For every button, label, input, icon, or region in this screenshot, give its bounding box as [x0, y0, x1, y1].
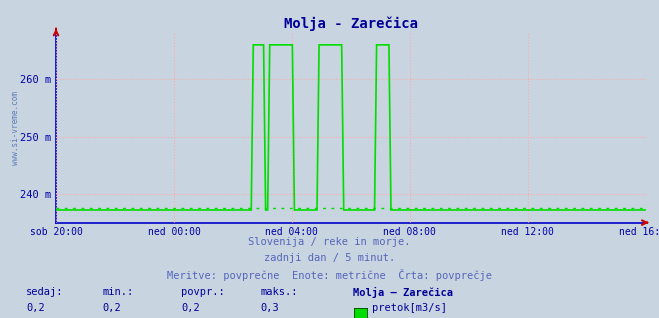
Text: 0,2: 0,2 [26, 303, 45, 313]
Text: Slovenija / reke in morje.: Slovenija / reke in morje. [248, 237, 411, 247]
Text: www.si-vreme.com: www.si-vreme.com [11, 91, 20, 165]
Text: 0,2: 0,2 [181, 303, 200, 313]
Text: povpr.:: povpr.: [181, 287, 225, 297]
Text: sedaj:: sedaj: [26, 287, 64, 297]
Text: pretok[m3/s]: pretok[m3/s] [372, 303, 447, 313]
Title: Molja - Zarečica: Molja - Zarečica [284, 16, 418, 31]
Text: Meritve: povprečne  Enote: metrične  Črta: povprečje: Meritve: povprečne Enote: metrične Črta:… [167, 269, 492, 281]
Text: 0,2: 0,2 [102, 303, 121, 313]
Text: maks.:: maks.: [260, 287, 298, 297]
Text: zadnji dan / 5 minut.: zadnji dan / 5 minut. [264, 253, 395, 263]
Text: Molja – Zarečica: Molja – Zarečica [353, 287, 453, 298]
Text: min.:: min.: [102, 287, 133, 297]
Text: 0,3: 0,3 [260, 303, 279, 313]
